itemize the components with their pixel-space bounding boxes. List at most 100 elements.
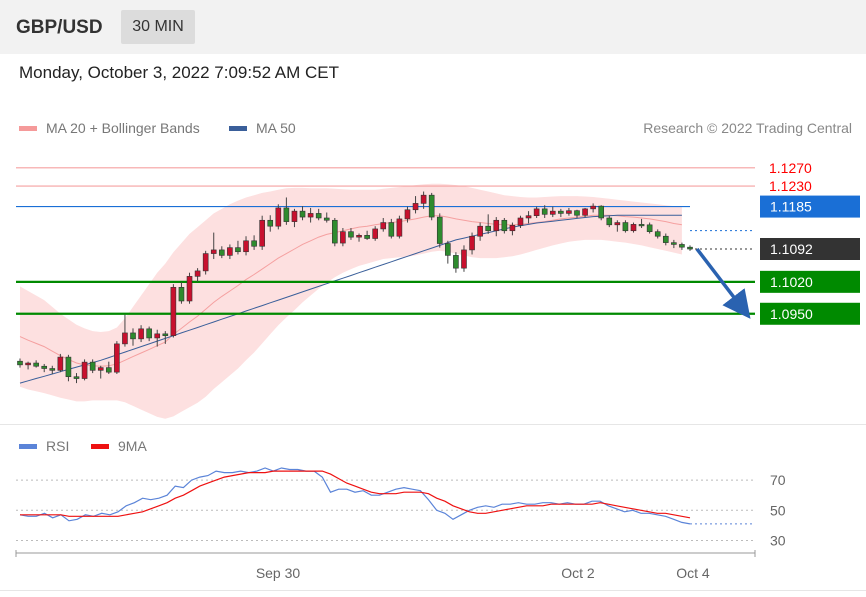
candle-body <box>630 224 637 232</box>
candle-body <box>493 219 500 232</box>
candle-body <box>202 253 209 272</box>
candle-body <box>332 219 338 244</box>
candle-body <box>582 208 588 216</box>
candle-body <box>89 361 96 371</box>
panel-divider <box>0 424 866 425</box>
candle-body <box>194 270 201 277</box>
candle-body <box>259 219 265 247</box>
candle-body <box>638 224 645 227</box>
bottom-divider <box>0 590 866 591</box>
candle-body <box>517 217 524 226</box>
candle-body <box>574 210 580 216</box>
support-label-1.1020: 1.1020 <box>770 274 813 290</box>
candle-body <box>404 209 411 220</box>
candle-body <box>146 328 152 339</box>
candle-body <box>380 222 387 230</box>
candle-body <box>307 213 314 218</box>
rsi-series-9ma <box>20 470 691 519</box>
candle-body <box>33 362 39 367</box>
candle-body <box>25 362 31 366</box>
candle-body <box>299 210 306 218</box>
legend-rsi-label: RSI <box>46 438 70 454</box>
candle-body <box>186 276 193 302</box>
candle-body <box>49 368 56 371</box>
copyright-text: Research © 2022 Trading Central <box>643 120 852 136</box>
candle-body <box>162 333 169 336</box>
candle-body <box>533 208 540 217</box>
candle-body <box>445 243 451 256</box>
legend-9ma-label: 9MA <box>118 438 147 454</box>
candle-body <box>654 231 661 237</box>
legend-ma50-swatch <box>229 125 247 131</box>
candle-body <box>364 235 370 239</box>
candle-body <box>17 360 23 366</box>
support-label-box-1.1020 <box>760 270 860 293</box>
candle-body <box>41 365 48 369</box>
candle-body <box>509 224 516 232</box>
candle-body <box>558 210 564 214</box>
pivot-label-box <box>760 195 860 218</box>
legend-ma50: MA 50 <box>229 120 296 136</box>
candle-body <box>105 367 112 373</box>
candle-body <box>356 235 362 238</box>
symbol-title: GBP/USD <box>16 17 103 38</box>
candle-body <box>315 213 322 219</box>
resistance-label-1.1230: 1.1230 <box>769 178 812 194</box>
bollinger-band-area <box>20 183 682 419</box>
candle-body <box>485 225 491 232</box>
candle-body <box>251 240 257 247</box>
candle-body <box>396 218 403 237</box>
candle-body <box>646 224 653 232</box>
legend-9ma-swatch <box>91 443 109 449</box>
candle-body <box>549 210 556 215</box>
legend-bollinger: MA 20 + Bollinger Bands <box>19 120 200 136</box>
forecast-arrow <box>695 247 751 319</box>
candle-body <box>138 328 144 340</box>
candle-body <box>219 249 225 256</box>
candle-body <box>81 361 88 379</box>
candle-body <box>436 216 443 244</box>
resistance-label-1.1270: 1.1270 <box>769 160 812 176</box>
candle-body <box>428 194 435 218</box>
candle-body <box>348 231 354 238</box>
candle-body <box>469 235 475 251</box>
candle-body <box>501 219 508 232</box>
candle-body <box>420 194 427 204</box>
candle-body <box>291 210 298 222</box>
candle-body <box>412 203 419 211</box>
candle-body <box>170 287 177 336</box>
support-label-box-1.0950 <box>760 302 860 325</box>
legend-ma50-label: MA 50 <box>256 120 296 136</box>
candle-body <box>73 376 80 379</box>
candle-body <box>154 333 161 339</box>
candle-body <box>372 228 378 239</box>
timeframe-button[interactable]: 30 MIN <box>121 10 195 44</box>
timestamp: Monday, October 3, 2022 7:09:52 AM CET <box>19 63 340 82</box>
x-tick-label-sep-30: Sep 30 <box>256 565 301 581</box>
legend-rsi-swatch <box>19 443 37 449</box>
rsi-tick-label-50: 50 <box>770 502 786 518</box>
candle-body <box>541 208 548 215</box>
candle-body <box>566 210 572 214</box>
legend-bollinger-label: MA 20 + Bollinger Bands <box>46 120 200 136</box>
rsi-tick-label-30: 30 <box>770 532 786 548</box>
legend-9ma: 9MA <box>91 438 147 454</box>
candle-body <box>114 343 120 373</box>
pivot-label-1.1185: 1.1185 <box>770 199 812 215</box>
candle-body <box>679 244 685 248</box>
candle-body <box>525 215 532 219</box>
candle-body <box>590 205 596 210</box>
candle-body <box>598 205 605 219</box>
candle-body <box>65 356 72 378</box>
candle-body <box>97 367 104 371</box>
candle-body <box>477 225 483 237</box>
candle-body <box>687 246 693 250</box>
candle-body <box>614 222 621 226</box>
candle-body <box>227 247 233 256</box>
support-label-1.0950: 1.0950 <box>770 306 813 322</box>
candle-body <box>243 240 249 253</box>
candle-body <box>122 332 128 345</box>
candle-body <box>267 219 274 227</box>
candle-body <box>622 222 629 232</box>
